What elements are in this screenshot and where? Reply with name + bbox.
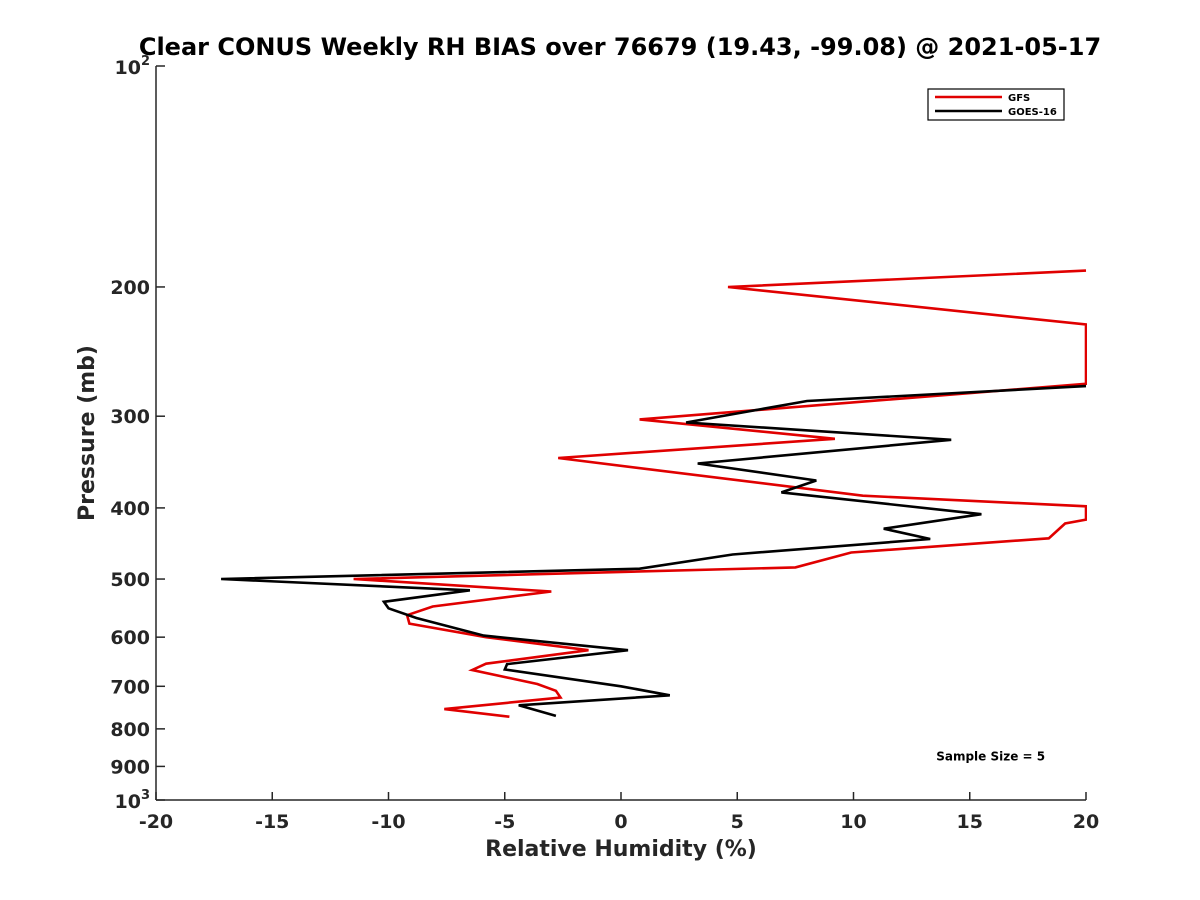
x-tick-label: 0 bbox=[614, 811, 627, 833]
y-tick-label: 500 bbox=[110, 569, 150, 591]
chart-title: Clear CONUS Weekly RH BIAS over 76679 (1… bbox=[139, 33, 1101, 61]
plot-background bbox=[156, 66, 1086, 800]
y-tick-label: 700 bbox=[110, 676, 150, 698]
y-tick-label: 200 bbox=[110, 277, 150, 299]
y-ticks: 102 200 300 400 500 600 700 800 900 103 bbox=[110, 54, 165, 813]
x-tick-label: -15 bbox=[255, 811, 289, 833]
x-tick-label: -10 bbox=[371, 811, 405, 833]
y-tick-label: 102 bbox=[115, 54, 151, 79]
y-tick-label: 103 bbox=[115, 788, 151, 813]
y-axis-label: Pressure (mb) bbox=[75, 345, 100, 521]
x-tick-label: -5 bbox=[494, 811, 515, 833]
x-tick-label: -20 bbox=[139, 811, 173, 833]
legend-label-goes16: GOES-16 bbox=[1008, 107, 1057, 118]
legend-label-gfs: GFS bbox=[1008, 93, 1030, 104]
x-tick-label: 20 bbox=[1073, 811, 1099, 833]
x-tick-label: 10 bbox=[840, 811, 866, 833]
y-tick-label: 600 bbox=[110, 627, 150, 649]
x-ticks: -20 -15 -10 -5 0 5 10 15 20 bbox=[139, 792, 1099, 833]
legend: GFS GOES-16 bbox=[927, 88, 1065, 121]
x-axis-label: Relative Humidity (%) bbox=[485, 837, 757, 862]
sample-size-annotation: Sample Size = 5 bbox=[936, 749, 1045, 763]
y-tick-label: 800 bbox=[110, 719, 150, 741]
legend-box bbox=[927, 88, 1065, 121]
series-line-goes16 bbox=[221, 384, 1087, 718]
x-tick-label: 5 bbox=[731, 811, 744, 833]
y-tick-label: 900 bbox=[110, 756, 150, 778]
plot-area bbox=[156, 66, 1086, 800]
series-line-gfs bbox=[353, 269, 1087, 718]
y-tick-label: 400 bbox=[110, 498, 150, 520]
x-tick-label: 15 bbox=[957, 811, 983, 833]
y-tick-label: 300 bbox=[110, 406, 150, 428]
series-layer bbox=[221, 269, 1087, 718]
